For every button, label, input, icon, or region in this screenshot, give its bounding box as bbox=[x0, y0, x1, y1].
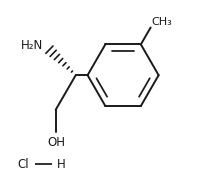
Text: Cl: Cl bbox=[17, 158, 29, 171]
Text: H: H bbox=[57, 158, 66, 171]
Text: CH₃: CH₃ bbox=[151, 17, 172, 27]
Text: OH: OH bbox=[48, 136, 66, 149]
Text: H₂N: H₂N bbox=[21, 39, 43, 52]
